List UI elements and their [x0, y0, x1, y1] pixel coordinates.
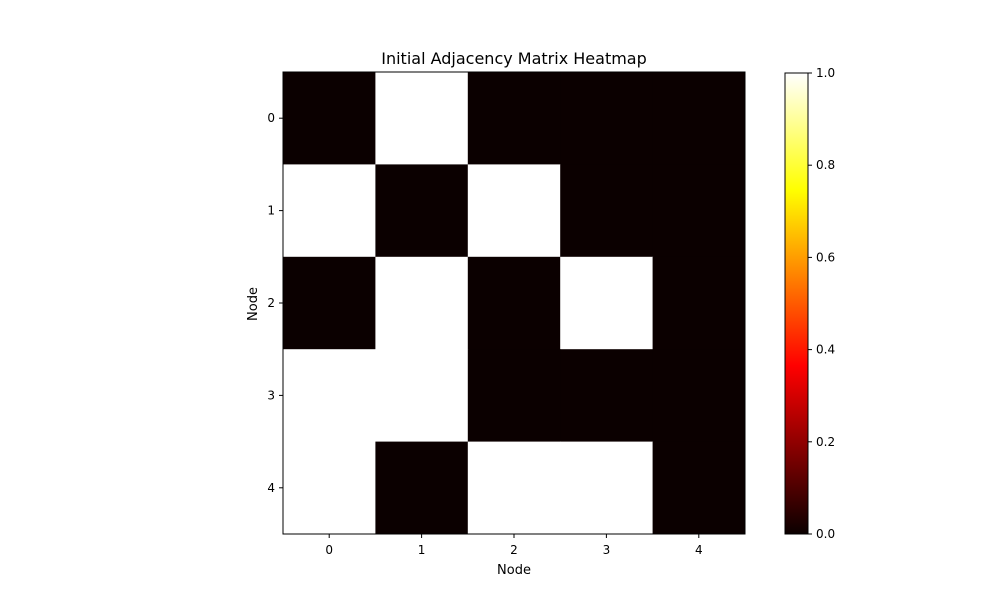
heatmap-cell-r2-c2: [467, 256, 561, 350]
y-tick-label: 4: [267, 481, 275, 495]
x-tick-label: 4: [695, 543, 703, 557]
heatmap-cell-r4-c1: [375, 441, 469, 535]
heatmap-cell-r2-c1: [375, 256, 469, 350]
heatmap-cell-r2-c3: [560, 256, 654, 350]
heatmap-cell-r3-c1: [375, 349, 469, 443]
colorbar-tick-label: 1.0: [816, 66, 835, 80]
heatmap-cell-r1-c0: [283, 164, 376, 258]
y-axis-label: Node: [246, 287, 261, 321]
colorbar-border: [784, 72, 809, 535]
heatmap-cell-r4-c3: [560, 441, 654, 535]
heatmap-cell-r0-c2: [467, 72, 561, 165]
heatmap-cell-r2-c0: [283, 256, 376, 350]
y-tick-label: 3: [267, 388, 275, 402]
colorbar-tick-label: 0.0: [816, 527, 835, 541]
heatmap-cell-r0-c3: [560, 72, 654, 165]
x-axis-ticks: 0 1 2 3 4: [325, 534, 703, 557]
chart-title: Initial Adjacency Matrix Heatmap: [381, 49, 647, 68]
y-tick-label: 1: [267, 204, 275, 218]
heatmap-cell-r3-c0: [283, 349, 376, 443]
y-axis-ticks: 0 1 2 3 4: [267, 111, 283, 495]
heatmap-cell-r1-c1: [375, 164, 469, 258]
y-tick-label: 2: [267, 296, 275, 310]
heatmap-cell-r4-c4: [652, 441, 746, 535]
heatmap-cell-r4-c0: [283, 441, 376, 535]
colorbar-gradient: [785, 73, 808, 534]
x-tick-label: 3: [603, 543, 611, 557]
heatmap-cell-r0-c4: [652, 72, 746, 165]
heatmap-cells: [283, 72, 746, 535]
heatmap-cell-r3-c3: [560, 349, 654, 443]
heatmap-cell-r0-c0: [283, 72, 376, 165]
heatmap-cell-r4-c2: [467, 441, 561, 535]
heatmap-cell-r3-c4: [652, 349, 746, 443]
heatmap-cell-r1-c2: [467, 164, 561, 258]
x-tick-label: 0: [325, 543, 333, 557]
colorbar-tick-label: 0.2: [816, 435, 835, 449]
heatmap-cell-r1-c3: [560, 164, 654, 258]
colorbar-ticks: 0.0 0.2 0.4 0.6 0.8 1.0: [808, 66, 835, 541]
x-tick-label: 2: [510, 543, 518, 557]
y-tick-label: 0: [267, 111, 275, 125]
heatmap-cell-r2-c4: [652, 256, 746, 350]
colorbar-tick-label: 0.8: [816, 158, 835, 172]
heatmap-cell-r1-c4: [652, 164, 746, 258]
x-axis-label: Node: [497, 563, 531, 578]
heatmap-cell-r0-c1: [375, 72, 469, 165]
colorbar-tick-label: 0.4: [816, 343, 835, 357]
heatmap-cell-r3-c2: [467, 349, 561, 443]
x-tick-label: 1: [418, 543, 426, 557]
colorbar-tick-label: 0.6: [816, 250, 835, 264]
